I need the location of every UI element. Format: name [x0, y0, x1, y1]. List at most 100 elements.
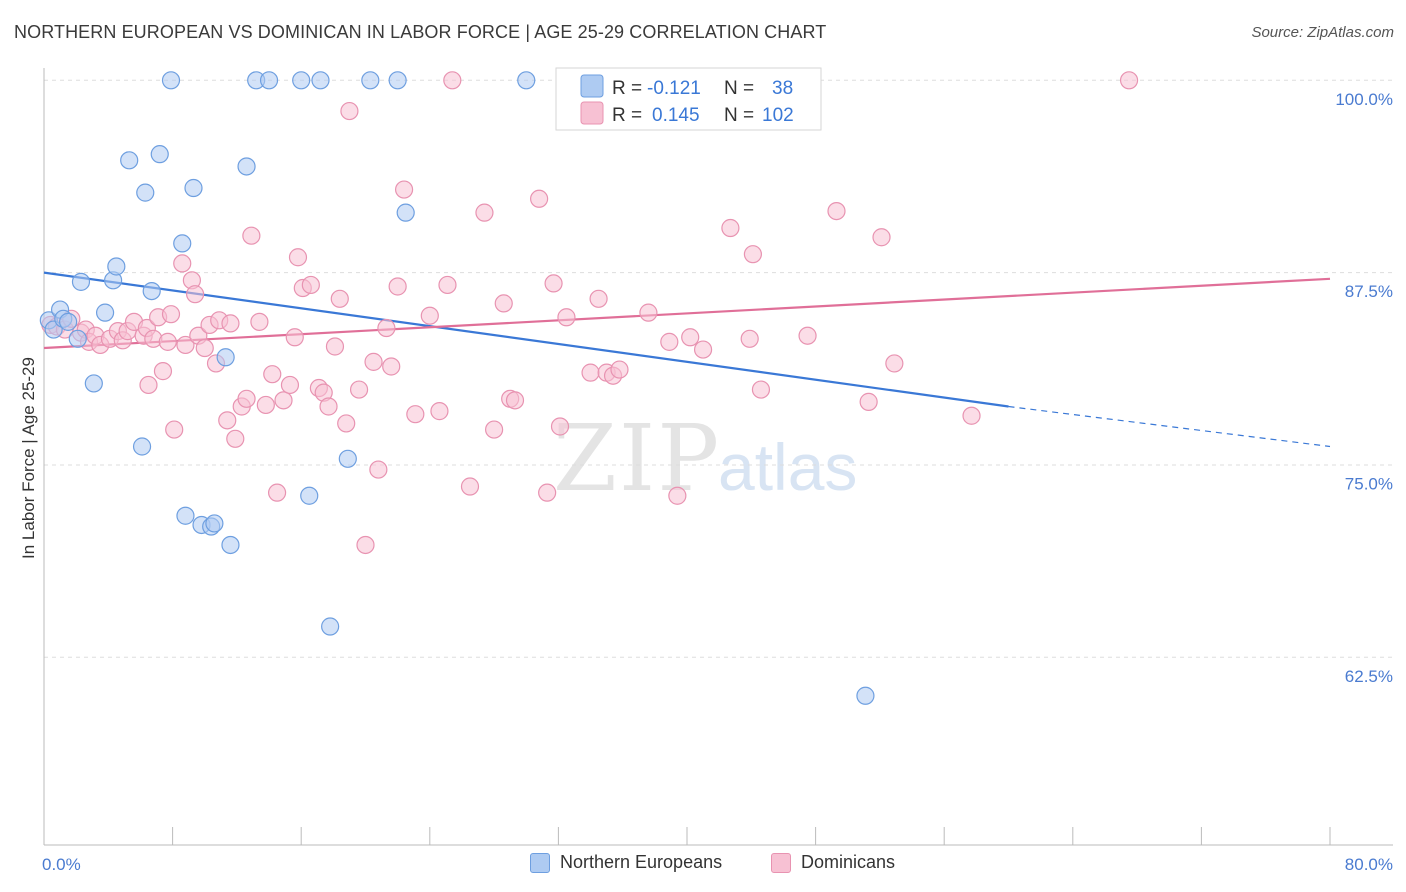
northern-europeans-point: [216, 348, 235, 367]
legend-n-value-1: 38: [772, 78, 793, 99]
x-tick-label: 0.0%: [42, 855, 81, 874]
northern-europeans-point: [184, 178, 203, 198]
x-tick-labels: 0.0% 80.0%: [42, 855, 1393, 874]
dominicans-point: [962, 406, 981, 425]
northern-europeans-point: [237, 157, 256, 176]
dominicans-point: [681, 328, 700, 347]
legend-r-label-1: R =: [612, 78, 642, 99]
dominicans-point: [639, 303, 658, 322]
dominicans-point: [438, 275, 457, 295]
legend-swatch-blue: [580, 74, 604, 98]
dominicans-point: [301, 275, 320, 295]
dominicans-point: [721, 218, 740, 238]
dominicans-point: [186, 285, 205, 304]
watermark-atlas: atlas: [718, 430, 857, 504]
northern-europeans-points: [39, 71, 875, 705]
legend-swatch-dominicans: [771, 852, 791, 873]
dominicans-point: [280, 375, 300, 395]
dominicans-point: [827, 201, 846, 221]
legend-r-label-2: R =: [612, 105, 642, 126]
dominicans-point: [330, 289, 349, 308]
trend-line-solid: [43, 277, 1331, 350]
dominicans-point: [340, 101, 359, 121]
dominicans-point: [173, 254, 192, 273]
northern-europeans-point: [150, 145, 169, 164]
dominicans-point: [668, 486, 687, 505]
dominicans-point: [195, 338, 214, 358]
dominicans-point: [337, 414, 356, 433]
dominicans-point: [382, 357, 401, 376]
dominicans-point: [158, 332, 177, 351]
y-tick-label: 100.0%: [1335, 90, 1393, 109]
dominicans-point: [475, 203, 494, 222]
source-label: Source: ZipAtlas.com: [1251, 24, 1394, 41]
dominicans-point: [505, 391, 525, 410]
dominicans-point: [356, 535, 375, 555]
dominicans-point: [319, 397, 338, 416]
dominicans-point: [165, 420, 184, 439]
dominicans-point: [693, 340, 713, 359]
legend-label-dominicans: Dominicans: [801, 852, 896, 872]
dominicans-point: [263, 365, 282, 384]
dominicans-point: [872, 228, 891, 247]
dominicans-point: [885, 354, 904, 373]
dominicans-point: [544, 274, 563, 293]
northern-europeans-point: [388, 71, 407, 90]
northern-europeans-point: [856, 686, 875, 705]
northern-europeans-point: [176, 506, 195, 525]
northern-europeans-point: [311, 71, 330, 90]
dominicans-point: [581, 363, 600, 382]
legend-item-northern-europeans: Northern Europeans: [530, 852, 722, 873]
northern-europeans-point: [321, 617, 340, 636]
trend-line-solid: [43, 271, 1009, 408]
dominicans-point: [660, 332, 679, 351]
dominicans-point: [538, 483, 557, 502]
northern-europeans-point: [68, 329, 87, 348]
northern-europeans-point: [136, 183, 155, 202]
axes: [43, 68, 1393, 846]
dominicans-point: [485, 420, 504, 439]
dominicans-point: [1119, 71, 1139, 90]
northern-europeans-point: [142, 281, 161, 301]
dominicans-point: [859, 392, 878, 411]
dominicans-point: [377, 318, 396, 338]
y-tick-label: 87.5%: [1345, 282, 1393, 301]
legend-item-dominicans: Dominicans: [771, 852, 895, 873]
northern-europeans-point: [205, 514, 224, 533]
northern-europeans-point: [120, 151, 139, 170]
dominicans-point: [430, 402, 449, 421]
legend-n-label-1: N =: [724, 78, 754, 99]
dominicans-point: [743, 245, 763, 264]
dominicans-point: [394, 180, 414, 199]
northern-europeans-point: [292, 71, 311, 90]
dominicans-point: [226, 429, 245, 448]
northern-europeans-point: [132, 437, 152, 456]
dominicans-point: [550, 417, 570, 436]
dominicans-point: [494, 294, 513, 313]
dominicans-point: [420, 306, 439, 325]
dominicans-point: [369, 460, 388, 479]
dominicans-point: [237, 389, 256, 408]
legend-bottom: Northern Europeans Dominicans: [0, 852, 1406, 878]
dominicans-point: [557, 308, 576, 327]
dominicans-point: [256, 395, 275, 415]
dominicans-point: [740, 329, 759, 348]
y-tick-labels: 100.0% 87.5% 75.0% 62.5%: [1335, 90, 1393, 686]
dominicans-point: [443, 71, 462, 90]
chart-title: NORTHERN EUROPEAN VS DOMINICAN IN LABOR …: [14, 22, 827, 42]
northern-europeans-point: [173, 234, 192, 253]
northern-europeans-point: [221, 535, 240, 555]
legend-r-value-2: 0.145: [652, 105, 700, 126]
dominicans-point: [288, 248, 308, 267]
trend-lines: [43, 271, 1331, 448]
x-ticks: [43, 827, 1331, 845]
dominicans-point: [153, 362, 173, 381]
northern-europeans-point: [71, 272, 91, 291]
dominicans-point: [798, 326, 817, 345]
dominicans-point: [218, 411, 237, 430]
legend-n-label-2: N =: [724, 105, 754, 126]
dominicans-point: [349, 380, 369, 399]
watermark-zip: ZIP: [553, 405, 721, 512]
northern-europeans-point: [396, 203, 415, 222]
